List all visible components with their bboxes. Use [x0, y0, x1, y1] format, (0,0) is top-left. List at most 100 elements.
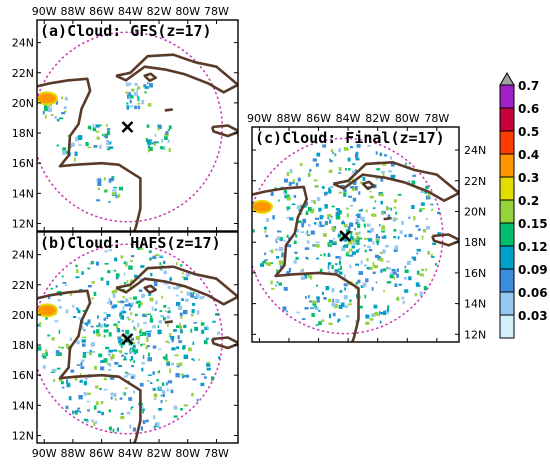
- colorbar-swatch: [499, 222, 515, 247]
- colorbar-label: 0.09: [518, 263, 548, 277]
- x-tick-label: 84W: [118, 5, 143, 18]
- x-tick-label: 88W: [60, 5, 85, 18]
- colorbar-label: 0.4: [518, 148, 539, 162]
- cuba-coast: [115, 53, 238, 94]
- colorbar-label: 0.12: [518, 240, 548, 254]
- colorbar-label: 0.6: [518, 102, 539, 116]
- cloud-patch-west: [37, 303, 58, 318]
- cuba-coast: [115, 265, 238, 306]
- y-tick-label: 16N: [12, 369, 34, 382]
- x-tick-label: 90W: [32, 5, 57, 18]
- colorbar-swatch: [499, 268, 515, 293]
- cloud-field: [37, 247, 221, 433]
- y-tick-label: 12N: [12, 429, 34, 442]
- colorbar-swatch: [499, 176, 515, 201]
- x-tick-label: 78W: [204, 447, 229, 460]
- axis-ticks: 90W 88W 86W 84W 82W 80W 78W24N22N20N18N16N14N1…: [12, 5, 238, 231]
- panel-a-gfs: 90W 88W 86W 84W 82W 80W 78W 24N 22N 20N 18N 16N 14N 1…: [12, 5, 239, 232]
- jamaica-coast: [210, 336, 238, 350]
- cloud-patch-west: [252, 199, 273, 214]
- x-tick-label: 88W: [277, 112, 302, 125]
- y-tick-label: 24N: [12, 37, 34, 50]
- jamaica-coast: [431, 233, 459, 247]
- colorbar-label: 0.3: [518, 171, 539, 185]
- y-tick-label: 24N: [464, 144, 486, 157]
- x-tick-label: 86W: [89, 447, 114, 460]
- central-america-coast: [37, 77, 142, 231]
- cuba-coast: [332, 161, 459, 202]
- y-tick-label: 18N: [12, 339, 34, 352]
- panel-background: [37, 20, 238, 231]
- colorbar-label: 0.06: [518, 286, 548, 300]
- x-tick-label: 80W: [175, 5, 200, 18]
- y-tick-label: 20N: [12, 97, 34, 110]
- panel-title: (c)Cloud: Final(z=17): [255, 129, 445, 147]
- colorbar-extend-triangle: [499, 72, 515, 86]
- colorbar-label: 0.2: [518, 194, 539, 208]
- panel-frame: [36, 231, 239, 444]
- cayman-coast: [164, 108, 173, 112]
- y-tick-label: 22N: [12, 279, 34, 292]
- central-america-coast: [252, 185, 360, 342]
- cayman-coast: [383, 216, 392, 221]
- x-tick-label: 86W: [89, 5, 114, 18]
- x-tick-label: 84W: [336, 112, 361, 125]
- axis-ticks: 90W 88W 86W 84W 82W 80W 78W24N22N20N18N16N14N1…: [247, 112, 486, 342]
- central-america-coast: [37, 289, 142, 443]
- colorbar-swatch: [499, 314, 515, 339]
- y-tick-label: 14N: [464, 298, 486, 311]
- x-tick-label: 82W: [365, 112, 390, 125]
- panel-title: (a)Cloud: GFS(z=17): [40, 22, 212, 40]
- x-tick-label: 90W: [247, 112, 272, 125]
- panel-title: (b)Cloud: HAFS(z=17): [40, 234, 221, 252]
- colorbar-label: 0.7: [518, 79, 539, 93]
- y-tick-label: 20N: [12, 309, 34, 322]
- isla-juventud-coast: [361, 180, 376, 191]
- axis-ticks: 90W 88W 86W 84W 82W 80W 78W24N22N20N18N16N14N1…: [12, 232, 238, 460]
- jamaica-coast: [210, 124, 238, 138]
- panel-c-final: 90W 88W 86W 84W 82W 80W 78W 24N 22N 20N 18N 16N 14N 1…: [247, 112, 486, 343]
- y-tick-label: 16N: [12, 157, 34, 170]
- colorbar-swatch: [499, 84, 515, 109]
- storm-center-marker: [121, 121, 134, 133]
- colorbar-swatch: [499, 107, 515, 132]
- x-tick-label: 80W: [395, 112, 420, 125]
- y-tick-label: 12N: [12, 217, 34, 230]
- x-tick-label: 82W: [147, 447, 172, 460]
- colorbar: 0.7 0.6 0.5 0.4 0.3 0.2 0.15 0.12 0.09 0.06 0.03: [499, 72, 548, 339]
- x-tick-label: 78W: [424, 112, 449, 125]
- panel-frame: [251, 126, 460, 343]
- y-tick-label: 12N: [464, 328, 486, 341]
- y-tick-label: 16N: [464, 267, 486, 280]
- coastline: [252, 161, 459, 342]
- y-tick-label: 18N: [12, 127, 34, 140]
- colorbar-label: 0.5: [518, 125, 539, 139]
- x-tick-label: 88W: [60, 447, 85, 460]
- colorbar-swatch: [499, 199, 515, 224]
- isla-juventud-coast: [143, 284, 157, 295]
- y-tick-label: 14N: [12, 399, 34, 412]
- x-tick-label: 80W: [175, 447, 200, 460]
- y-tick-label: 18N: [464, 236, 486, 249]
- y-tick-label: 22N: [12, 67, 34, 80]
- coastline: [37, 53, 238, 231]
- cloud-field: [252, 144, 442, 326]
- cayman-coast: [164, 320, 173, 324]
- colorbar-label: 0.03: [518, 309, 548, 323]
- coastline: [37, 265, 238, 443]
- cloud-patch-west: [37, 91, 58, 106]
- colorbar-swatch: [499, 245, 515, 270]
- colorbar-label: 0.15: [518, 217, 548, 231]
- y-tick-label: 20N: [464, 205, 486, 218]
- y-tick-label: 22N: [464, 175, 486, 188]
- panel-b-hafs: 90W 88W 86W 84W 82W 80W 78W 24N 22N 20N 18N 16N 14N 1…: [12, 231, 239, 460]
- colorbar-swatch: [499, 291, 515, 316]
- x-tick-label: 82W: [147, 5, 172, 18]
- isla-juventud-coast: [143, 72, 157, 83]
- storm-center-marker: [339, 230, 352, 242]
- y-tick-label: 24N: [12, 249, 34, 262]
- y-tick-label: 14N: [12, 187, 34, 200]
- storm-center-marker: [121, 333, 134, 345]
- x-tick-label: 84W: [118, 447, 143, 460]
